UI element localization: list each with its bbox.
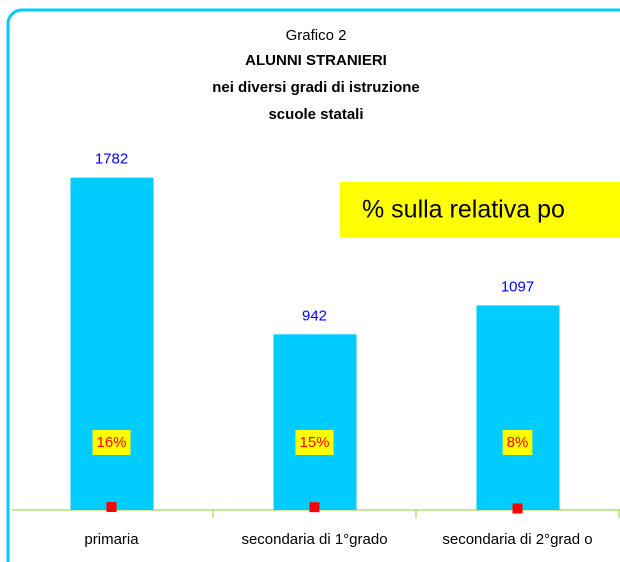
chart-frame — [6, 8, 620, 562]
marker — [309, 502, 320, 513]
bar — [476, 305, 560, 510]
chart-title: Grafico 2 — [286, 27, 347, 44]
chart-subtitle: ALUNNI STRANIERI — [245, 52, 387, 69]
x-tick-label: primaria — [84, 531, 139, 548]
chart-subtitle: scuole statali — [268, 106, 363, 123]
data-label: 16% — [96, 434, 126, 451]
data-label: 15% — [299, 434, 329, 451]
annotation-box — [340, 182, 620, 238]
bar — [273, 334, 357, 510]
data-label: 8% — [507, 434, 529, 451]
x-tick-label: secondaria di 2°grad o — [442, 531, 592, 548]
chart-subtitle: nei diversi gradi di istruzione — [212, 79, 420, 96]
data-label-box — [295, 429, 334, 455]
data-label-box — [502, 429, 533, 455]
data-label: 942 — [302, 307, 327, 324]
bar — [70, 177, 154, 511]
data-label: 1097 — [501, 278, 534, 295]
marker — [512, 503, 523, 514]
marker — [106, 502, 117, 513]
x-tick-label: secondaria di 1°grado — [241, 531, 387, 548]
data-label: 1782 — [95, 151, 128, 168]
data-label-box — [92, 429, 131, 455]
annotation: % sulla relativa po — [362, 196, 565, 224]
